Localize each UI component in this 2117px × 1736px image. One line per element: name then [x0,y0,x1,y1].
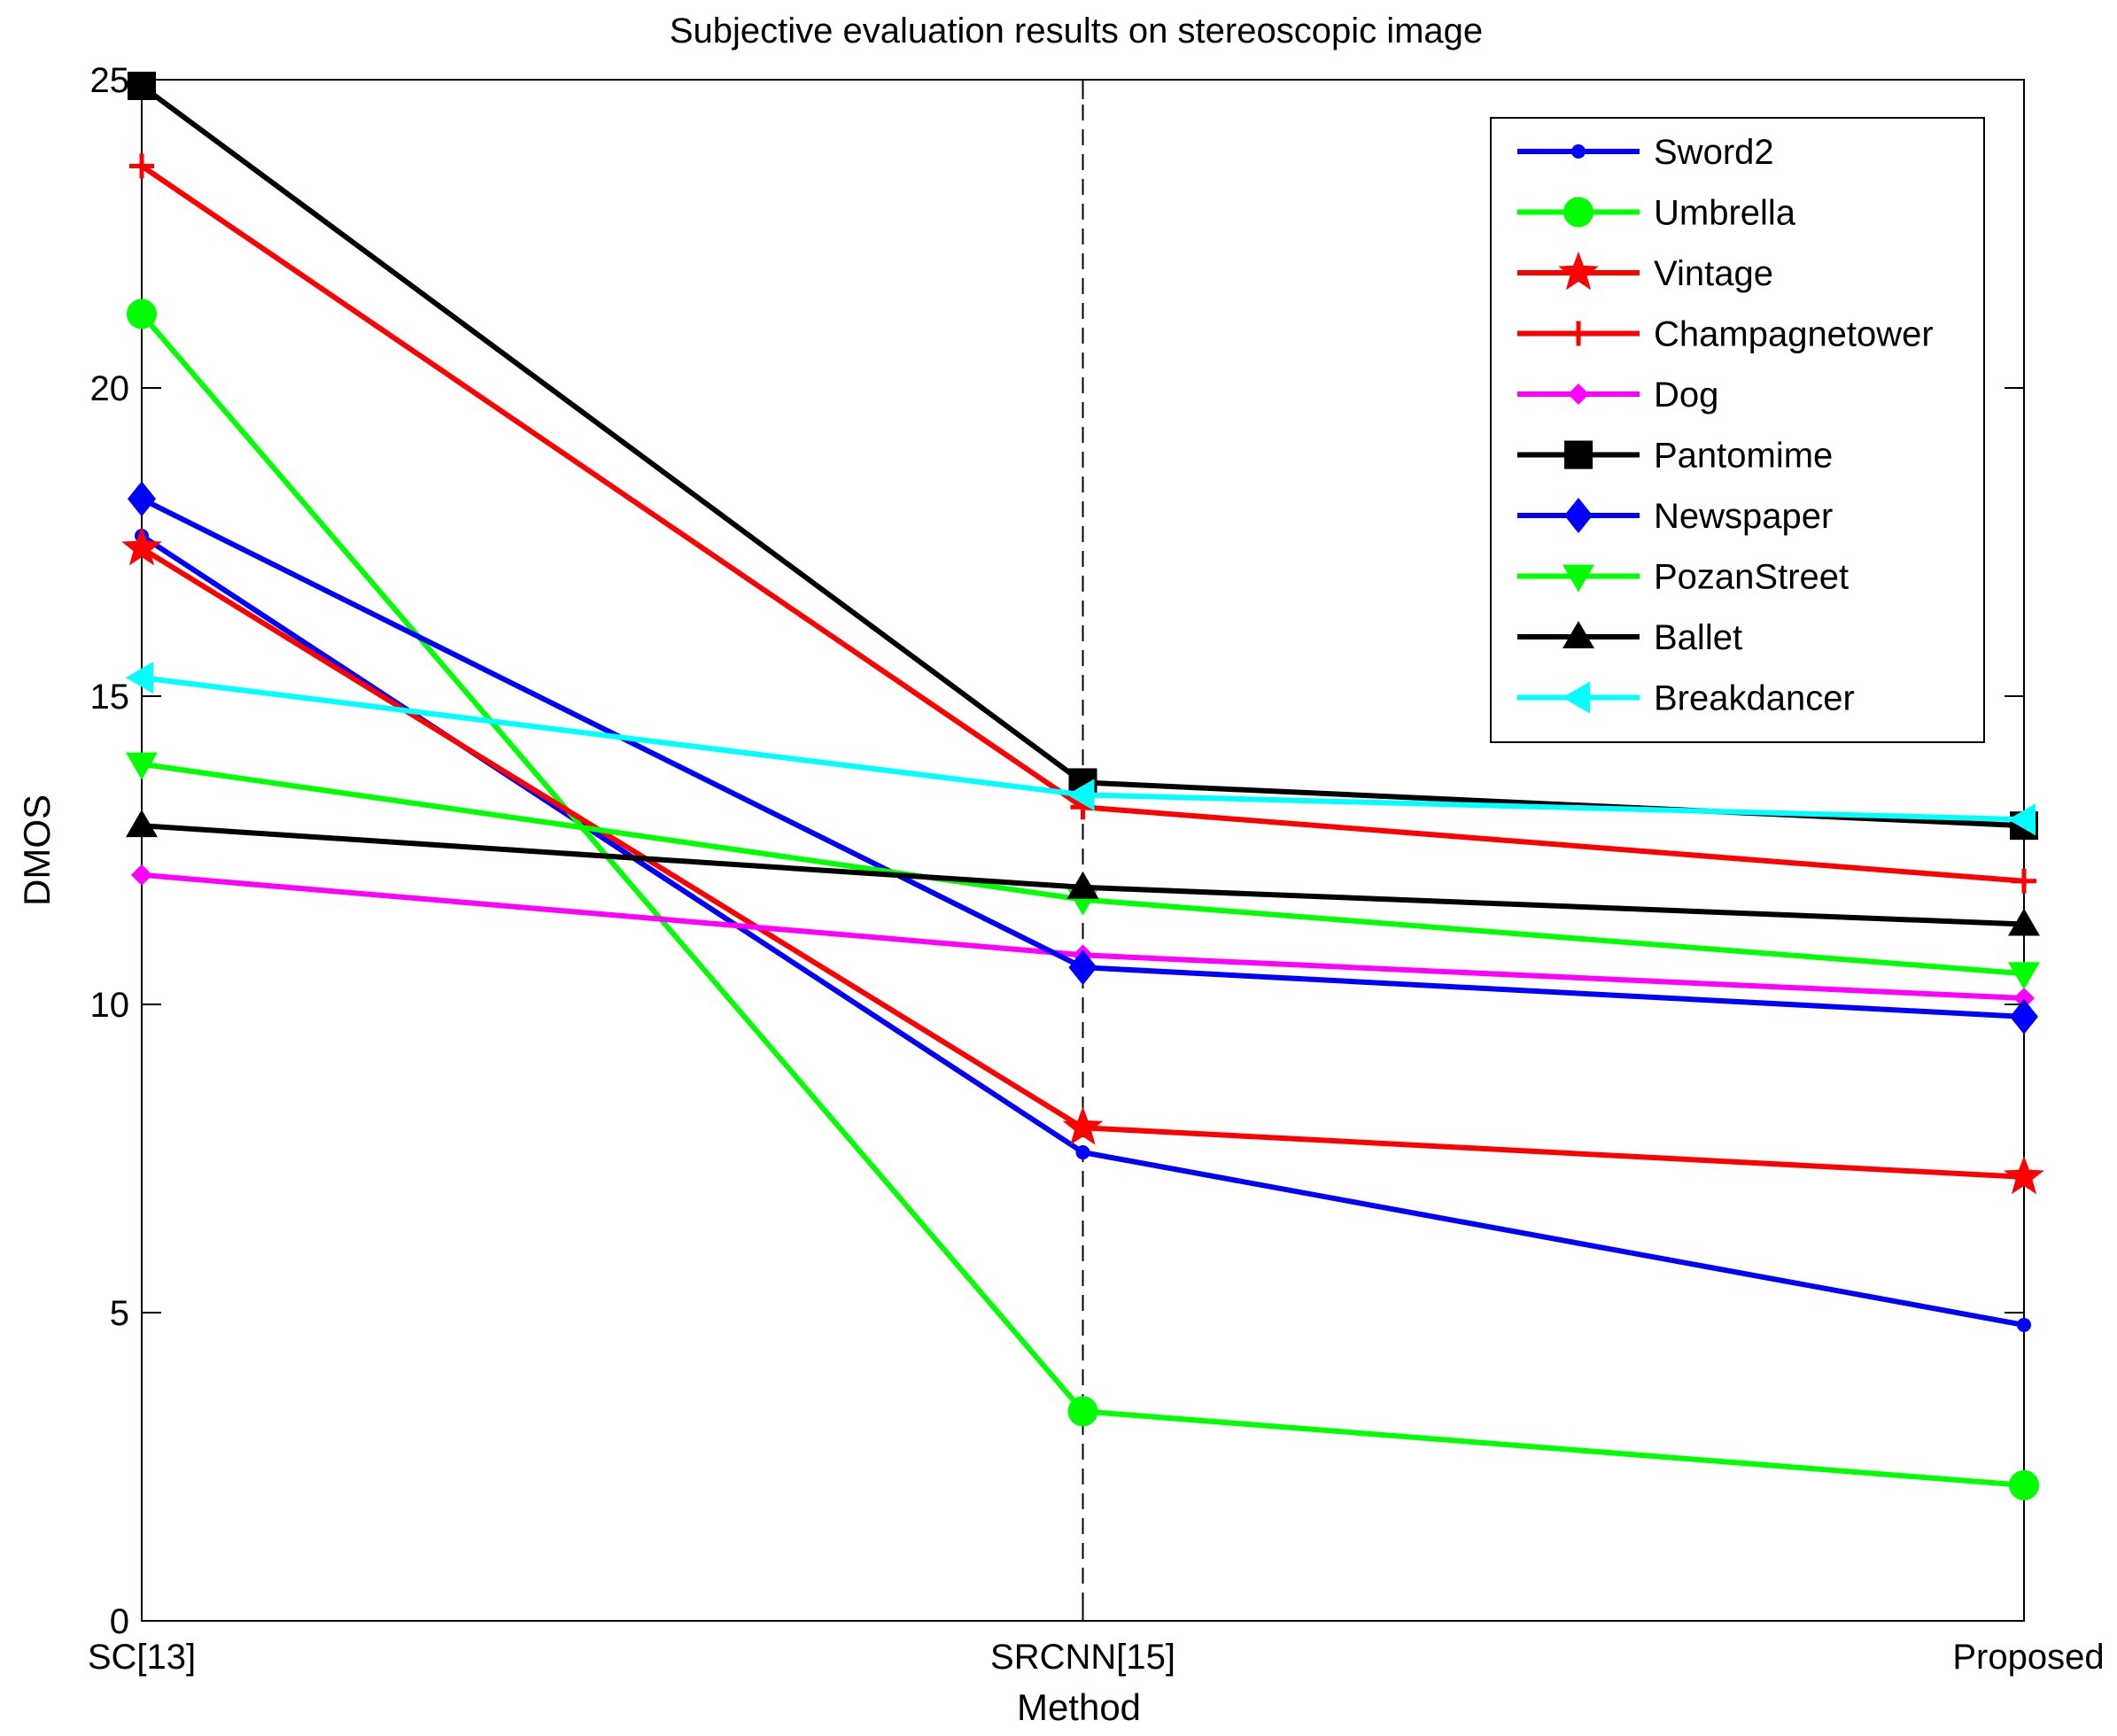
x-tick-label-sc-13: SC[13] [88,1638,196,1677]
x-tick-label-srcnn-15: SRCNN[15] [990,1638,1175,1677]
legend-marker-champagnetower [1566,321,1591,346]
legend-label-ballet: Ballet [1654,618,1742,657]
series-vintage [121,527,2044,1195]
y-tick-label-25: 25 [90,61,130,100]
legend-marker-newspaper [1564,498,1593,533]
point-dog-sc-13 [131,864,152,886]
y-tick-label-20: 20 [90,369,130,408]
legend-label-pantomime: Pantomime [1654,437,1833,476]
legend-marker-umbrella [1563,197,1594,228]
point-sword2-proposed [2017,1317,2031,1332]
legend-label-champagnetower: Champagnetower [1654,315,1934,354]
point-newspaper-sc-13 [128,481,156,517]
point-umbrella-sc-13 [127,298,157,329]
series-breakdancer [126,662,2036,836]
legend-marker-pantomime [1564,440,1593,469]
point-breakdancer-sc-13 [126,662,153,694]
legend-marker-breakdancer [1563,681,1590,714]
legend-item-umbrella: Umbrella [1517,194,1796,233]
point-newspaper-srcnn-15 [1068,949,1097,986]
series-umbrella [127,298,2039,1500]
point-vintage-srcnn-15 [1062,1106,1104,1145]
legend-label-vintage: Vintage [1654,254,1773,293]
point-vintage-proposed [2004,1155,2044,1195]
point-ballet-proposed [2008,908,2040,936]
point-umbrella-srcnn-15 [1067,1396,1098,1427]
series-ballet [126,810,2040,936]
x-axis-label: Method [1017,1686,1141,1728]
point-ballet-sc-13 [126,810,158,838]
point-breakdancer-proposed [2008,803,2036,836]
legend-label-pozanstreet: PozanStreet [1654,558,1849,597]
legend-item-pantomime: Pantomime [1517,437,1833,476]
point-pozanstreet-sc-13 [126,752,158,780]
legend-item-champagnetower: Champagnetower [1517,315,1934,354]
point-champagnetower-proposed [2012,868,2036,894]
point-ballet-srcnn-15 [1066,871,1099,899]
legend-label-newspaper: Newspaper [1654,497,1833,536]
y-tick-label-5: 5 [110,1294,129,1333]
legend: Sword2 Umbrella Vintage Champagnetower Dog Pa… [1490,117,1985,743]
point-vintage-sc-13 [121,527,162,566]
legend-label-breakdancer: Breakdancer [1654,679,1855,718]
point-newspaper-proposed [2010,998,2038,1035]
series-layer [121,71,2044,1500]
legend-marker-sword2 [1571,144,1586,159]
series-newspaper [128,481,2038,1035]
point-breakdancer-srcnn-15 [1066,779,1095,811]
point-umbrella-proposed [2009,1469,2039,1500]
legend-label-sword2: Sword2 [1654,133,1774,172]
y-tick-label-0: 0 [110,1602,129,1641]
legend-item-pozanstreet: PozanStreet [1517,558,1849,597]
legend-marker-dog [1568,384,1589,405]
point-champagnetower-sc-13 [129,153,154,179]
legend-item-dog: Dog [1517,376,1718,415]
x-tick-label-proposed: Proposed [1952,1638,2104,1677]
tick-layer: 0 5 10 15 20 25 SC[13] SRCNN[15] Proposed [88,61,2105,1677]
legend-item-newspaper: Newspaper [1517,497,1833,536]
legend-label-umbrella: Umbrella [1654,194,1796,233]
legend-marker-pozanstreet [1563,564,1594,593]
chart-title: Subjective evaluation results on stereos… [670,12,1483,50]
point-pozanstreet-proposed [2008,962,2040,990]
legend-marker-vintage [1558,252,1599,291]
y-tick-label-15: 15 [90,678,130,717]
legend-item-breakdancer: Breakdancer [1517,679,1855,718]
legend-item-sword2: Sword2 [1517,133,1774,172]
y-tick-label-10: 10 [90,986,130,1025]
legend-label-dog: Dog [1654,376,1718,415]
legend-item-vintage: Vintage [1517,252,1773,293]
point-sword2-srcnn-15 [1075,1145,1090,1160]
legend-marker-ballet [1563,621,1594,648]
y-axis-label: DMOS [16,794,58,906]
legend-item-ballet: Ballet [1517,618,1742,657]
